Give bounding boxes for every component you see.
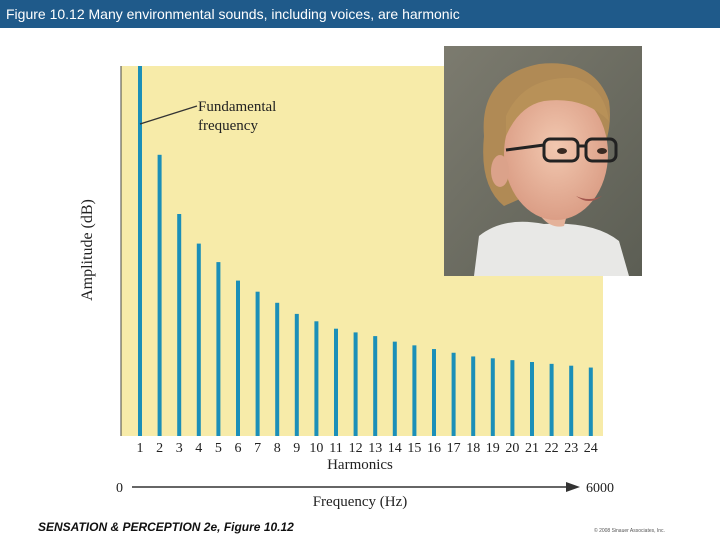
harmonic-bar-7 [255,291,260,436]
harmonic-bar-18 [471,356,476,436]
harmonic-bar-23 [569,365,574,436]
x-tick-label-3: 3 [176,441,183,456]
annotation-pointer [139,105,198,125]
harmonic-bar-9 [294,313,299,436]
harmonic-bar-3 [177,214,182,436]
harmonic-bar-22 [549,363,554,436]
x-tick-label-18: 18 [466,441,480,456]
harmonic-bar-2 [157,154,162,437]
harmonic-bar-11 [334,328,338,436]
harmonic-bar-15 [412,345,417,436]
harmonic-bar-19 [490,358,495,436]
x-tick-label-20: 20 [505,441,519,456]
title-bar: Figure 10.12 Many environmental sounds, … [0,0,720,28]
x-tick-label-23: 23 [564,441,578,456]
harmonic-bar-16 [432,349,436,436]
harmonic-bar-5 [216,262,221,436]
annotation-line-1: Fundamental [198,99,276,115]
x-tick-label-17: 17 [447,441,461,456]
harmonic-bar-17 [451,352,456,436]
harmonic-bar-24 [588,367,593,436]
harmonic-bar-14 [392,341,397,436]
x-tick-label-7: 7 [254,441,261,456]
x-tick-label-14: 14 [388,441,402,456]
harmonic-bar-6 [236,280,240,436]
y-axis-label: Amplitude (dB) [79,199,96,301]
frequency-axis-label: Frequency (Hz) [313,494,408,510]
x-tick-label-2: 2 [156,441,163,456]
frequency-arrowhead-icon [566,482,580,492]
x-tick-label-4: 4 [195,441,202,456]
harmonic-bar-4 [196,243,201,436]
copyright-notice: © 2008 Sinauer Associates, Inc. [594,528,665,534]
x-tick-label-10: 10 [309,441,323,456]
x-tick-label-11: 11 [329,441,342,456]
frequency-end-label: 6000 [586,481,614,496]
x-tick-label-8: 8 [274,441,281,456]
x-tick-label-1: 1 [137,441,144,456]
x-tick-label-12: 12 [349,441,363,456]
x-tick-label-19: 19 [486,441,500,456]
x-tick-label-13: 13 [368,441,382,456]
harmonic-bar-13 [373,336,378,436]
x-tick-label-16: 16 [427,441,441,456]
x-tick-label-21: 21 [525,441,539,456]
harmonic-bar-10 [314,321,319,436]
x-axis-label: Harmonics [327,457,393,473]
x-tick-label-6: 6 [235,441,242,456]
annotation-line-2: frequency [198,118,258,134]
frequency-start-label: 0 [116,481,123,496]
book-caption: SENSATION & PERCEPTION 2e, Figure 10.12 [38,520,294,534]
person-photo [444,46,642,276]
x-tick-label-5: 5 [215,441,222,456]
page-title: Figure 10.12 Many environmental sounds, … [6,6,460,22]
x-tick-label-9: 9 [293,441,300,456]
harmonic-bar-8 [275,302,280,436]
x-tick-label-15: 15 [407,441,421,456]
x-tick-label-22: 22 [545,441,559,456]
harmonic-bar-12 [353,332,358,436]
harmonic-bar-21 [530,362,534,436]
harmonic-bar-20 [510,360,515,436]
x-tick-label-24: 24 [584,441,598,456]
harmonic-bar-1 [138,66,142,436]
